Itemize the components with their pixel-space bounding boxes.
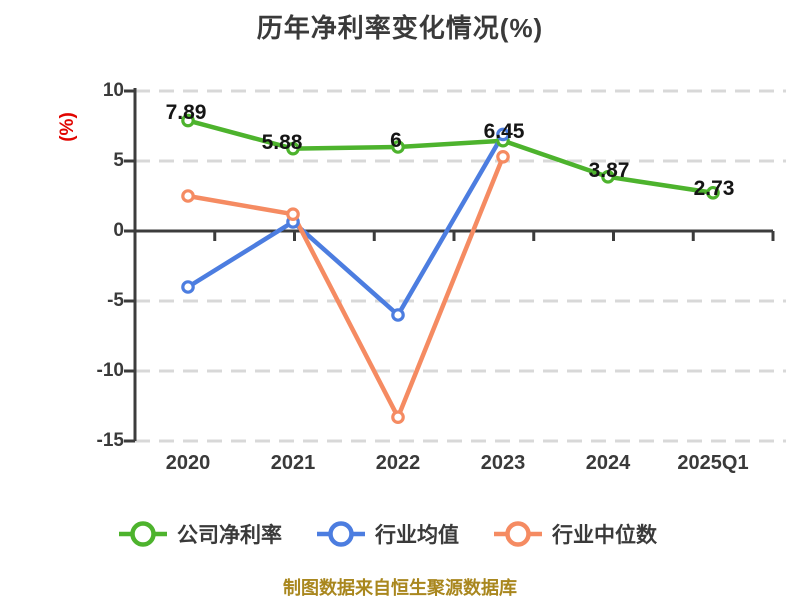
x-axis-label: 2020 <box>165 452 211 474</box>
y-axis-tick-label: 0 <box>113 220 124 241</box>
data-point-label: 2.73 <box>693 176 735 200</box>
data-point-marker <box>391 140 405 154</box>
legend-item-label: 行业中位数 <box>552 524 657 547</box>
x-axis-label: 2022 <box>375 452 421 474</box>
data-point-marker <box>181 280 195 294</box>
series-line-0 <box>185 118 716 196</box>
data-point-marker <box>496 150 510 164</box>
y-axis-tick-label: 10 <box>102 80 124 101</box>
data-point-marker <box>601 170 615 184</box>
series-line-2 <box>185 154 506 420</box>
x-axis-label: 2021 <box>270 452 316 474</box>
data-point-label: 3.87 <box>588 158 630 182</box>
legend-item-company-net-margin[interactable]: 公司净利率 <box>118 519 282 549</box>
footer-source-note: 制图数据来自恒生聚源数据库 <box>283 578 517 598</box>
x-axis-label: 2025Q1 <box>677 452 749 474</box>
data-point-marker <box>706 185 720 200</box>
data-point-marker <box>286 141 300 156</box>
line-circle-marker-icon <box>119 521 167 547</box>
y-axis-tick-label: 5 <box>113 150 124 171</box>
data-point-label: 6 <box>390 129 402 152</box>
data-point-marker <box>391 308 405 322</box>
data-point-label: 7.89 <box>165 100 207 124</box>
legend-item-label: 行业均值 <box>375 524 459 547</box>
legend-item-industry-mean[interactable]: 行业均值 <box>316 519 459 549</box>
line-circle-marker-icon <box>494 521 542 547</box>
legend-item-label: 公司净利率 <box>177 524 282 547</box>
y-axis-tick-label: -15 <box>96 430 124 451</box>
data-point-label: 5.88 <box>261 130 303 154</box>
x-axis-label: 2023 <box>480 452 526 474</box>
data-point-label: 6.45 <box>483 119 525 143</box>
data-point-marker <box>181 189 195 203</box>
series-line-1 <box>185 132 506 318</box>
chart-title: 历年净利率变化情况(%) <box>256 13 544 43</box>
line-circle-marker-icon <box>317 521 365 547</box>
data-point-marker <box>391 410 405 424</box>
data-point-marker <box>286 207 300 221</box>
legend: 公司净利率 行业均值 行业中位数 <box>118 519 657 549</box>
y-axis-tick-label: -5 <box>107 290 124 311</box>
data-point-marker <box>496 127 510 142</box>
legend-item-industry-median[interactable]: 行业中位数 <box>493 519 657 549</box>
x-axis-label: 2024 <box>585 452 631 474</box>
y-axis-tick-label: -10 <box>96 360 124 381</box>
data-point-marker <box>181 113 195 128</box>
